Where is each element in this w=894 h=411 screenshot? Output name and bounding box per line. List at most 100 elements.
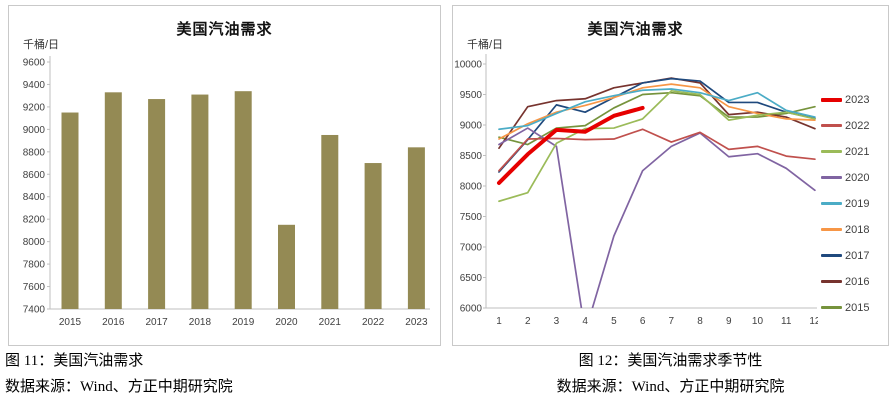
tick-label: 6 [640,316,646,327]
line-chart-unit-label: 千桶/日 [467,39,504,51]
tick-label: 7600 [23,282,46,293]
tick-label: 2020 [275,317,298,328]
tick-label: 12 [809,316,818,327]
legend-label: 2023 [845,93,870,106]
legend-label: 2019 [845,197,870,210]
bar-2021 [321,134,339,309]
legend-line-swatch [821,228,842,231]
tick-label: 2021 [319,317,342,328]
legend-label: 2016 [845,275,870,288]
tick-label: 9000 [460,121,483,132]
legend-line-swatch [821,254,842,257]
legend-item-2023: 2023 [821,92,869,107]
bar-chart-unit-label: 千桶/日 [23,39,60,51]
tick-label: 2019 [232,317,255,328]
tick-label: 9500 [460,90,483,101]
bar-chart-title: 美国汽油需求 [176,21,273,38]
tick-label: 9 [726,316,732,327]
legend-line-swatch [821,97,842,102]
series-line-2021 [498,89,816,203]
legend-item-2019: 2019 [821,196,869,211]
bar-2022 [364,163,382,309]
legend-line-swatch [821,176,842,179]
legend-line-swatch [821,150,842,153]
tick-label: 10000 [454,60,482,71]
bar-2023 [407,147,425,309]
tick-label: 9200 [23,102,46,113]
tick-label: 8000 [460,182,483,193]
tick-label: 2018 [189,317,212,328]
series-line-2018 [498,83,816,140]
tick-label: 2016 [102,317,125,328]
tick-label: 8500 [460,151,483,162]
bar-2020 [278,224,295,309]
series-line-2020 [498,127,816,308]
bar-2017 [148,99,166,309]
tick-label: 7 [669,316,675,327]
tick-label: 6000 [460,304,483,315]
legend-label: 2020 [845,171,870,184]
figure-12-caption: 图 12：美国汽油需求季节性 [578,353,763,369]
series-line-2022 [498,128,816,172]
bar-chart-panel: 美国汽油需求 千桶/日 9600 9400 9200 9000 8800 8600 8400… [8,5,441,346]
bar-2019 [234,91,252,309]
figure-11-caption: 图 11：美国汽油需求 [5,353,144,369]
tick-label: 2015 [59,317,82,328]
legend-item-2016: 2016 [821,274,869,289]
tick-label: 8600 [23,170,46,181]
legend-item-2017: 2017 [821,248,869,263]
tick-label: 2022 [362,317,385,328]
tick-label: 3 [554,316,560,327]
tick-label: 7400 [23,305,46,316]
tick-label: 9600 [23,58,46,69]
series-line-2017 [498,77,816,173]
tick-label: 2017 [145,317,168,328]
tick-label: 9000 [23,125,46,136]
series-line-2019 [498,88,816,131]
bar-2015 [61,112,79,309]
bar-2018 [191,94,209,310]
series-line-2023 [497,105,645,185]
legend-label: 2018 [845,223,870,236]
line-chart-title: 美国汽油需求 [587,21,684,38]
legend-label: 2022 [845,119,870,132]
tick-label: 2023 [405,317,428,328]
tick-label: 6500 [460,273,483,284]
tick-label: 9400 [23,80,46,91]
tick-label: 8200 [23,215,46,226]
tick-label: 7800 [23,260,46,271]
legend-item-2020: 2020 [821,170,869,185]
line-chart-legend: 2023 2022 2021 2020 2019 2018 2017 2016 2015 [821,92,869,315]
bar-chart-plot: 9600 9400 9200 9000 8800 8600 8400 8200 8000 7800… [23,56,430,328]
tick-label: 8 [697,316,703,327]
legend-item-2018: 2018 [821,222,869,237]
legend-item-2015: 2015 [821,300,869,315]
bar-2016 [104,92,122,310]
legend-item-2022: 2022 [821,118,869,133]
legend-line-swatch [821,306,842,309]
tick-label: 1 [496,316,502,327]
legend-line-swatch [821,202,842,205]
figure-11-source: 数据来源：Wind、方正中期研究院 [5,379,233,395]
tick-label: 7500 [460,212,483,223]
tick-label: 8000 [23,237,46,248]
legend-label: 2015 [845,301,870,314]
tick-label: 7000 [460,243,483,254]
legend-label: 2021 [845,145,870,158]
tick-label: 2 [525,316,531,327]
figure-12-source: 数据来源：Wind、方正中期研究院 [556,379,785,395]
legend-item-2021: 2021 [821,144,869,159]
tick-label: 8800 [23,147,46,158]
series-line-2015 [498,91,816,146]
tick-label: 10 [752,316,764,327]
tick-label: 4 [582,316,588,327]
line-chart-panel: 美国汽油需求 千桶/日 10000 9500 9000 8500 8000 7500 700… [452,5,889,346]
tick-label: 11 [781,316,792,327]
legend-line-swatch [821,280,842,283]
tick-label: 8400 [23,192,46,203]
tick-label: 5 [611,316,617,327]
legend-label: 2017 [845,249,870,262]
legend-line-swatch [821,124,842,127]
